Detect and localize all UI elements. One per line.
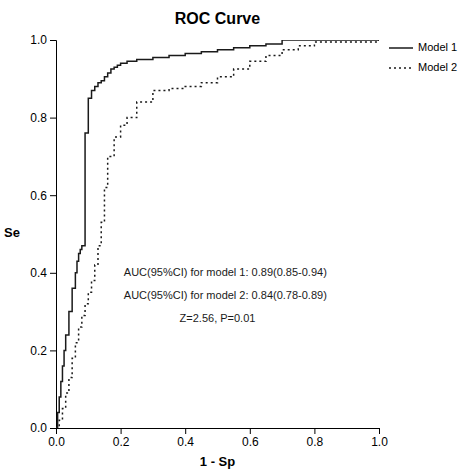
tick: 0.6 [242,428,259,449]
tick-mark [314,428,315,434]
tick-label: 0.0 [48,435,65,449]
tick: 0.8 [30,111,56,125]
tick-label: 0.2 [113,435,130,449]
lines [56,40,379,428]
tick-mark [379,428,380,434]
annotation: AUC(95%CI) for model 2: 0.84(0.78-0.89) [124,289,327,301]
chart: 0.0 0.2 0.4 0.6 0.8 1.0 0.0 0.2 0.4 0.6 0.8 1.0 AUC(… [0,0,474,474]
tick-label: 0.2 [30,344,47,358]
tick: 0.4 [30,266,56,280]
tick-mark [50,428,56,429]
tick-mark [185,428,186,434]
legend-swatch [389,67,413,69]
tick-label: 1.0 [30,33,47,47]
x-axis-title: 1 - Sp [200,454,235,469]
legend-swatch [389,47,413,49]
y-axis-title: Se [4,225,20,240]
title: ROC Curve [175,10,260,27]
tick: 0.8 [307,428,324,449]
series-line [56,40,379,428]
legend: Model 1 Model 2 [389,41,457,73]
tick-mark [121,428,122,434]
legend-item: Model 1 [389,41,457,53]
annotation: Z=2.56, P=0.01 [180,312,256,324]
tick-mark [50,273,56,274]
tick-label: 0.4 [177,435,194,449]
x-axis: 0.0 0.2 0.4 0.6 0.8 1.0 [48,428,388,449]
annotations: AUC(95%CI) for model 1: 0.89(0.85-0.94) A… [124,266,327,325]
tick-label: 0.6 [30,189,47,203]
tick-mark [250,428,251,434]
tick-mark [50,350,56,351]
tick: 0.0 [30,421,56,435]
tick-label: 0.8 [307,435,324,449]
axis-line [57,429,380,435]
tick-label: 0.6 [242,435,259,449]
tick-mark [50,195,56,196]
tick: 1.0 [371,428,388,449]
tick-label: 1.0 [371,435,388,449]
annotation: AUC(95%CI) for model 1: 0.89(0.85-0.94) [124,266,327,278]
axis-line [50,41,57,429]
tick: 0.2 [113,428,130,449]
tick: 1.0 [30,33,56,47]
tick: 0.6 [30,189,56,203]
plot: 0.0 0.2 0.4 0.6 0.8 1.0 0.0 0.2 0.4 0.6 0.8 1.0 AUC(… [30,33,388,448]
legend-item: Model 2 [389,61,457,73]
tick-label: 0.4 [30,266,47,280]
tick: 0.4 [177,428,194,449]
y-axis: 0.0 0.2 0.4 0.6 0.8 1.0 [30,33,56,435]
tick-mark [50,118,56,119]
tick: 0.0 [48,428,65,449]
series-line [56,40,379,428]
legend-label: Model 1 [418,41,457,53]
legend-label: Model 2 [418,61,457,73]
tick-label: 0.8 [30,111,47,125]
tick-label: 0.0 [30,421,47,435]
tick: 0.2 [30,344,56,358]
tick-mark [50,40,56,41]
